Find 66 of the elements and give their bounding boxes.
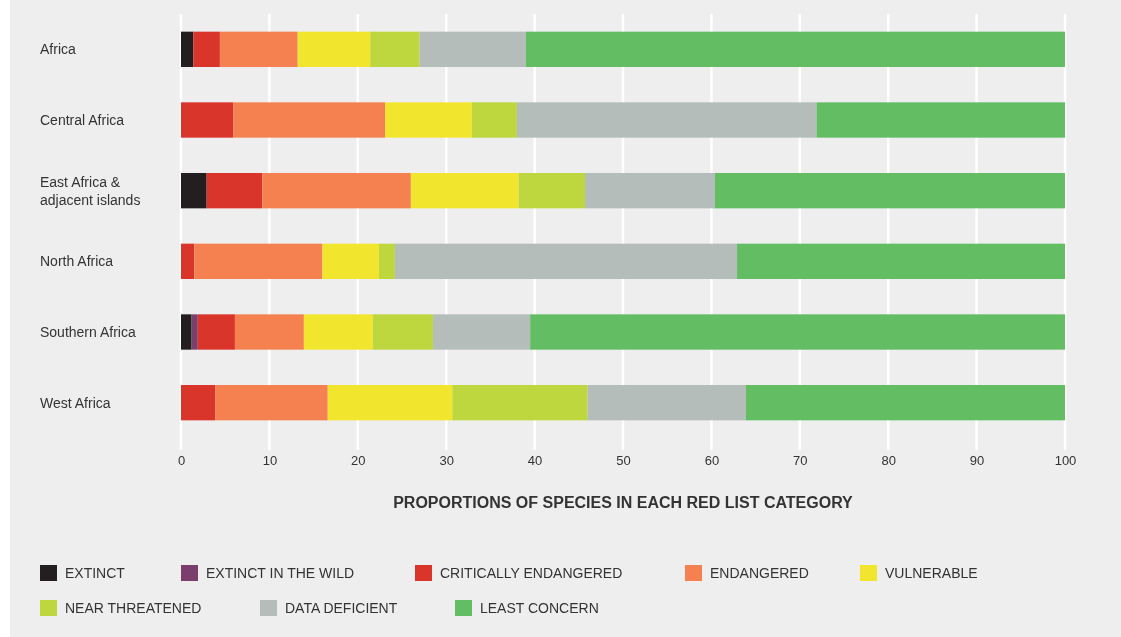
bar (516, 102, 817, 138)
bar (219, 31, 298, 67)
bar (215, 385, 328, 421)
y-tick-label: West Africa (40, 394, 111, 411)
legend-label: CRITICALLY ENDANGERED (440, 565, 623, 581)
y-tick-label: Southern Africa (40, 324, 136, 340)
x-tick-label: 70 (793, 453, 808, 469)
bar (234, 314, 304, 350)
bar (419, 31, 526, 67)
bar (181, 173, 207, 209)
y-tick-label: North Africa (40, 253, 114, 270)
x-tick-label: 80 (881, 453, 896, 469)
bar (379, 243, 395, 279)
bar (584, 173, 715, 209)
x-tick-label: 10 (262, 453, 278, 469)
bar (714, 173, 1065, 209)
y-tick-label: Africa (40, 41, 76, 58)
x-tick-label: 30 (439, 453, 454, 469)
legend-label: DATA DEFICIENT (285, 600, 398, 616)
legend-label: EXTINCT (65, 565, 126, 581)
x-tick-label: 90 (969, 453, 985, 469)
bar (385, 102, 472, 138)
y-tick-label: Central Africa (40, 112, 125, 128)
bar (262, 173, 411, 209)
legend-label: VULNERABLE (885, 565, 978, 581)
bar (530, 314, 1065, 350)
bar (745, 385, 1065, 421)
bar (327, 385, 453, 421)
x-tick-label: 40 (527, 453, 543, 469)
bar (372, 314, 433, 350)
x-tick-label: 20 (351, 453, 366, 469)
x-axis-title: PROPORTIONS OF SPECIES IN EACH RED LIST CATEGORY (393, 494, 854, 511)
bar (452, 385, 588, 421)
y-tick-label: East Africa & adjacent islands (40, 173, 141, 208)
legend-label: LEAST CONCERN (480, 600, 599, 616)
legend-label: EXTINCT IN THE WILD (206, 565, 355, 581)
bar (194, 243, 323, 279)
bar (518, 173, 585, 209)
x-tick-label: 60 (704, 453, 720, 469)
bar (587, 385, 746, 421)
x-tick-label: 0 (177, 453, 186, 469)
bar (322, 243, 380, 279)
bar (181, 385, 216, 421)
bar (181, 31, 194, 67)
bar (181, 314, 192, 350)
bar (233, 102, 386, 138)
bar (206, 173, 263, 209)
bar (525, 31, 1065, 67)
bar (197, 314, 235, 350)
bar (191, 314, 198, 350)
bar (816, 102, 1065, 138)
bar (303, 314, 373, 350)
bar (193, 31, 220, 67)
bar (370, 31, 420, 67)
bar (181, 243, 195, 279)
legend-label: NEAR THREATENED (65, 600, 202, 616)
x-tick-label: 100 (1054, 453, 1077, 469)
x-tick-label: 50 (616, 453, 631, 469)
bar (297, 31, 371, 67)
bar (471, 102, 517, 138)
bar (432, 314, 531, 350)
legend-label: ENDANGERED (710, 565, 809, 581)
bar (181, 102, 234, 138)
bar (737, 243, 1065, 279)
bar (410, 173, 519, 209)
bar (394, 243, 738, 279)
